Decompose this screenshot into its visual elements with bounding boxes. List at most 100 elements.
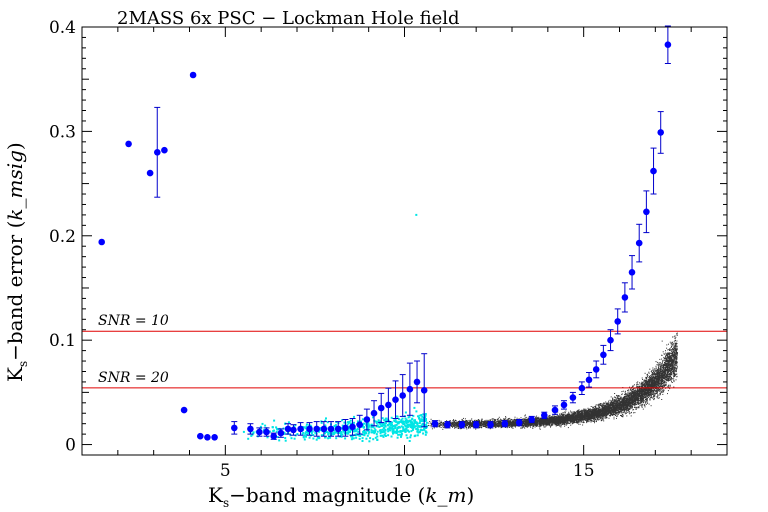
- faint-point: [591, 418, 593, 419]
- faint-point: [514, 416, 516, 418]
- faint-point: [667, 352, 669, 354]
- faint-point: [577, 419, 579, 421]
- faint-point: [555, 415, 556, 417]
- faint-point: [593, 420, 595, 422]
- faint-point: [675, 359, 677, 361]
- faint-point: [668, 367, 670, 369]
- faint-point: [566, 421, 568, 423]
- faint-point: [671, 357, 673, 359]
- faint-point: [671, 381, 672, 383]
- faint-point: [644, 382, 646, 384]
- faint-point: [648, 385, 650, 387]
- faint-point: [676, 366, 678, 368]
- faint-point: [647, 380, 649, 382]
- faint-point: [639, 393, 641, 394]
- faint-point: [660, 375, 662, 376]
- faint-point: [498, 424, 500, 426]
- faint-point: [610, 412, 612, 414]
- faint-point: [476, 420, 478, 421]
- faint-point: [649, 398, 651, 400]
- faint-point: [589, 409, 591, 411]
- faint-point: [625, 394, 627, 396]
- faint-point: [631, 405, 633, 407]
- faint-point: [612, 397, 614, 399]
- faint-point: [635, 408, 637, 410]
- faint-point: [669, 358, 670, 360]
- faint-point: [594, 422, 595, 424]
- faint-point: [608, 402, 610, 404]
- faint-point: [498, 416, 500, 418]
- faint-point: [611, 401, 613, 402]
- faint-point: [500, 420, 502, 422]
- faint-point: [648, 372, 650, 374]
- faint-point: [624, 407, 626, 409]
- faint-point: [440, 424, 442, 426]
- faint-point: [511, 419, 513, 421]
- faint-point: [535, 416, 537, 418]
- faint-point: [651, 376, 653, 378]
- faint-point: [595, 405, 596, 407]
- faint-point: [502, 419, 504, 421]
- faint-point: [612, 411, 613, 412]
- faint-point: [485, 427, 487, 429]
- faint-point: [630, 406, 631, 408]
- faint-point: [465, 427, 467, 429]
- faint-point: [631, 402, 633, 404]
- faint-point: [668, 363, 670, 365]
- faint-point: [660, 384, 662, 385]
- faint-point: [439, 425, 441, 426]
- faint-point: [675, 373, 676, 375]
- faint-point: [588, 410, 590, 412]
- faint-point: [673, 364, 675, 366]
- faint-point: [491, 418, 493, 420]
- faint-point: [466, 428, 468, 430]
- faint-point: [629, 386, 631, 388]
- faint-point: [571, 421, 573, 423]
- faint-point: [619, 398, 621, 400]
- faint-point: [652, 376, 654, 378]
- faint-point: [620, 415, 621, 416]
- faint-point: [651, 393, 653, 395]
- faint-point: [482, 424, 483, 426]
- faint-point: [466, 427, 468, 428]
- faint-point: [660, 386, 662, 387]
- faint-point: [628, 410, 630, 412]
- faint-point: [645, 399, 647, 401]
- faint-point: [588, 416, 589, 418]
- faint-point: [643, 395, 645, 397]
- faint-point: [610, 400, 612, 402]
- faint-point: [674, 337, 676, 339]
- faint-point: [657, 388, 659, 390]
- faint-point: [465, 421, 467, 423]
- faint-point: [637, 406, 639, 408]
- faint-point: [641, 392, 643, 394]
- faint-point: [599, 404, 601, 405]
- faint-point: [624, 400, 626, 402]
- faint-point: [652, 397, 654, 399]
- faint-point: [667, 390, 669, 392]
- faint-point: [650, 375, 652, 377]
- faint-point: [641, 393, 642, 395]
- faint-point: [551, 422, 553, 424]
- faint-point: [653, 399, 655, 401]
- faint-point: [663, 356, 665, 358]
- faint-point: [646, 396, 648, 398]
- faint-point: [430, 426, 432, 428]
- faint-point: [635, 408, 637, 410]
- faint-point: [450, 425, 452, 427]
- faint-point: [672, 354, 674, 355]
- faint-point: [648, 403, 650, 405]
- faint-point: [536, 415, 538, 417]
- faint-point: [648, 381, 650, 383]
- faint-point: [558, 424, 559, 426]
- faint-point: [646, 385, 648, 387]
- faint-point: [638, 407, 640, 409]
- faint-point: [639, 402, 641, 404]
- faint-point: [666, 376, 667, 378]
- faint-point: [496, 424, 498, 426]
- faint-point: [557, 424, 559, 426]
- faint-point: [671, 359, 673, 360]
- faint-point: [601, 404, 603, 406]
- faint-point: [599, 409, 601, 410]
- faint-point: [610, 401, 612, 403]
